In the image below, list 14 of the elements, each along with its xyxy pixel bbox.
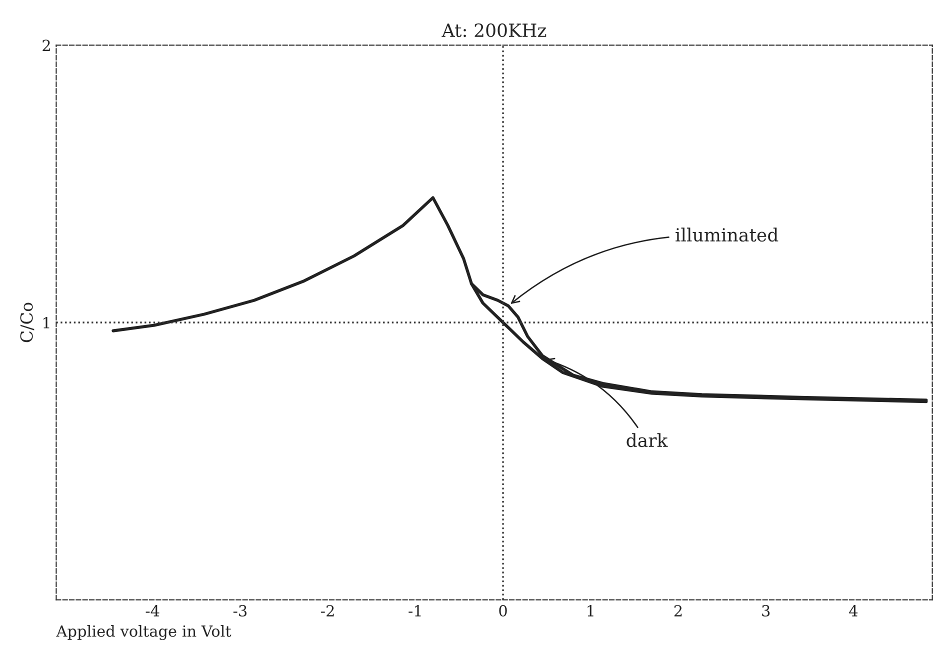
x-tick-label: 0 [499,604,507,617]
x-tick-label: -3 [233,604,247,617]
y-axis-title: C/Co [20,302,34,342]
x-tick-label: 3 [762,604,770,617]
annotation: dark [626,433,668,448]
x-tick-label: 4 [849,604,858,616]
x-tick-label: -1 [408,604,421,616]
x-axis-title: Applied voltage in Volt [56,625,232,640]
x-tick-label: 1 [588,604,594,616]
annotation: illuminated [676,228,778,242]
chart-title: At: 200KHz [442,23,546,38]
x-tick-label: -2 [321,604,334,616]
x-tick-label: 2 [674,604,682,616]
x-tick-label: -4 [146,604,160,616]
